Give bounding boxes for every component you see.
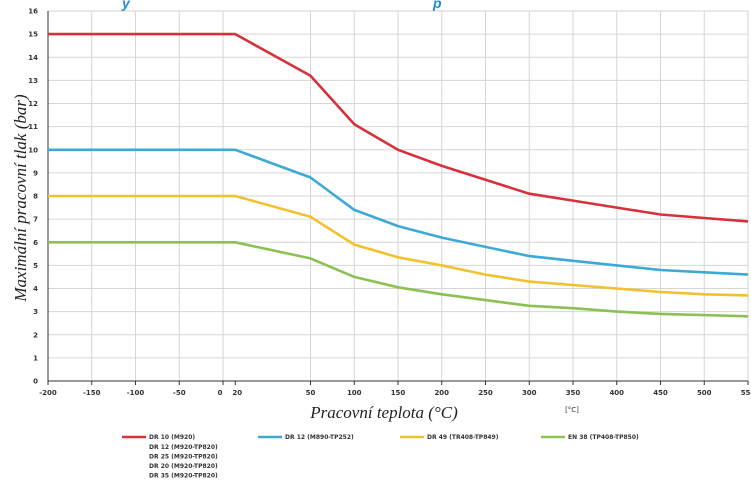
y-tick-label: 1 <box>33 354 38 362</box>
x-axis-title: Pracovní teplota (°C) <box>309 403 458 422</box>
legend-label: DR 10 (M920) <box>149 434 195 441</box>
x-tick-label: -200 <box>39 389 57 397</box>
title-fragment-left: y <box>121 0 131 11</box>
y-tick-label: 10 <box>28 146 38 154</box>
legend: DR 10 (M920) DR 12 (M890-TP252) DR 49 (TR4… <box>122 434 639 480</box>
x-tick-label: 150 <box>391 389 406 397</box>
x-tick-label: 20 <box>232 389 242 397</box>
x-tick-label: 500 <box>697 389 712 397</box>
legend-label: DR 12 (M920-TP820) <box>149 444 218 451</box>
x-tick-label: 0 <box>218 389 223 397</box>
y-tick-label: 7 <box>33 216 38 224</box>
series-line <box>48 32 749 223</box>
x-tick-label: 550 <box>741 389 751 397</box>
legend-label: DR 49 (TR408-TP849) <box>427 434 499 441</box>
x-tick-label: -150 <box>83 389 101 397</box>
y-tick-label: 16 <box>28 8 38 16</box>
x-unit-label: [°C] <box>565 406 579 414</box>
x-tick-label: 450 <box>653 389 668 397</box>
y-tick-label: 6 <box>33 239 38 247</box>
y-tick-label: 5 <box>33 262 38 270</box>
series-line <box>48 241 749 318</box>
x-tick-label: 200 <box>434 389 449 397</box>
y-tick-label: 8 <box>33 193 38 201</box>
x-tick-label: -50 <box>173 389 186 397</box>
legend-label: DR 25 (M920-TP820) <box>149 454 218 461</box>
series-line <box>48 148 749 276</box>
y-tick-label: 2 <box>33 331 38 339</box>
legend-label: DR 12 (M890-TP252) <box>285 434 354 441</box>
x-tick-label: 250 <box>478 389 493 397</box>
y-tick-label: 11 <box>28 123 38 131</box>
x-tick-label: 100 <box>347 389 362 397</box>
y-tick-label: 15 <box>28 31 38 39</box>
y-tick-label: 3 <box>33 308 38 316</box>
x-tick-label: -100 <box>127 389 145 397</box>
y-tick-label: 9 <box>33 169 38 177</box>
x-tick-label: 50 <box>306 389 316 397</box>
x-tick-label: 400 <box>609 389 624 397</box>
y-axis-title: Maximální pracovní tlak (bar) <box>11 94 30 303</box>
legend-label: EN 38 (TP408-TP850) <box>568 434 639 441</box>
y-tick-label: 0 <box>33 378 38 386</box>
legend-label: DR 20 (M920-TP820) <box>149 463 218 470</box>
y-tick-label: 12 <box>28 100 38 108</box>
x-tick-label: 300 <box>522 389 537 397</box>
series-lines <box>48 32 749 318</box>
title-fragment-right: p <box>432 0 442 11</box>
y-tick-label: 14 <box>28 54 38 62</box>
y-tick-label: 4 <box>33 285 38 293</box>
y-tick-label: 13 <box>28 77 38 85</box>
legend-label: DR 35 (M920-TP820) <box>149 473 218 480</box>
series-line <box>48 194 749 297</box>
x-tick-label: 350 <box>566 389 581 397</box>
